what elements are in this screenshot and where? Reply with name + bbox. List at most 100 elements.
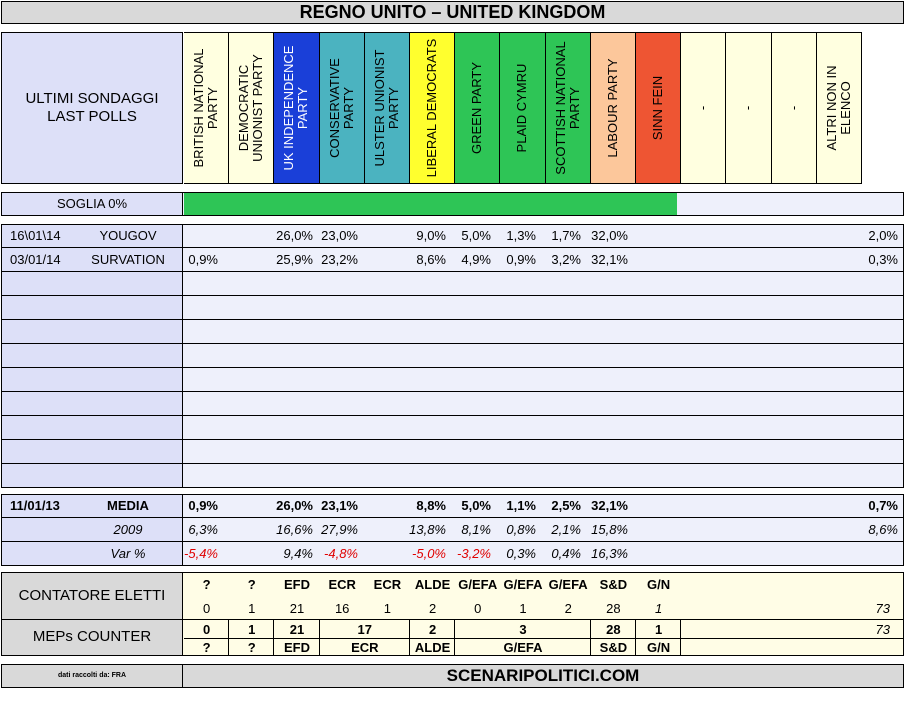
mep-group: EFD xyxy=(283,640,310,655)
elected-seats: 0 xyxy=(474,601,482,616)
mep-group: S&D xyxy=(599,640,628,655)
value-cell: 9,4% xyxy=(283,546,313,561)
value-cell: 0,9% xyxy=(506,252,536,267)
media-row-label-cell xyxy=(1,494,183,518)
threshold-bar xyxy=(184,193,677,215)
empty-poll-row-data-cell xyxy=(183,296,904,320)
party-header: SINN FEIN xyxy=(636,32,682,184)
mep-seats: 17 xyxy=(319,621,410,639)
party-name: PLAID CYMRU xyxy=(514,63,530,153)
elected-seats: 2 xyxy=(564,601,572,616)
empty-poll-row-data-cell xyxy=(183,416,904,440)
value-cell: 4,9% xyxy=(461,252,491,267)
elected-seats: 28 xyxy=(606,601,621,616)
party-name: BRITISH NATIONAL PARTY xyxy=(191,48,221,168)
party-header: ALTRI NON IN ELENCO xyxy=(816,32,862,184)
var-row-label-cell xyxy=(1,542,183,566)
value-cell: 27,9% xyxy=(321,522,358,537)
mep-group: G/N xyxy=(647,640,671,655)
poll-row-data-cell xyxy=(183,248,904,272)
elected-seats: 21 xyxy=(289,601,305,616)
mep-total: 73 xyxy=(875,622,890,637)
party-name: LIBERAL DEMOCRATS xyxy=(424,38,440,178)
party-name: SINN FEIN xyxy=(650,75,666,141)
poll-date: 03/01/14 xyxy=(10,252,61,267)
value-cell: -3,2% xyxy=(457,546,491,561)
elected-seats: 1 xyxy=(519,601,527,616)
value-cell: 2,1% xyxy=(551,522,581,537)
value-cell: 15,8% xyxy=(591,522,628,537)
elected-group: ALDE xyxy=(414,577,451,592)
poll-row-data-cell xyxy=(183,224,904,248)
value-cell: 5,0% xyxy=(461,228,491,243)
party-name: - xyxy=(695,105,711,111)
party-name: DEMOCRATIC UNIONIST PARTY xyxy=(236,54,266,162)
mep-seats: 1 xyxy=(229,621,275,639)
party-name: ULSTER UNIONIST PARTY xyxy=(371,49,401,167)
value-cell: 1,7% xyxy=(551,228,581,243)
empty-poll-row-data-cell xyxy=(183,320,904,344)
empty-poll-row-label-cell xyxy=(1,368,183,392)
value-cell: 0,4% xyxy=(551,546,581,561)
value-cell: -5,0% xyxy=(412,546,446,561)
polls-header-label: ULTIMI SONDAGGI LAST POLLS xyxy=(1,32,183,184)
party-name: LABOUR PARTY xyxy=(604,58,620,158)
mep-seats: 2 xyxy=(410,621,456,639)
elected-counter-label: CONTATORE ELETTI xyxy=(1,572,183,620)
poll-institute: YOUGOV xyxy=(99,228,157,243)
party-header: UK INDEPENDENCE PARTY xyxy=(274,32,320,184)
value-cell: 5,0% xyxy=(461,498,491,513)
elected-group: EFD xyxy=(283,577,310,592)
elected-group: ? xyxy=(247,577,256,592)
party-header: - xyxy=(726,32,772,184)
empty-poll-row-data-cell xyxy=(183,392,904,416)
value-cell: 0,7% xyxy=(868,498,898,513)
elected-group: S&D xyxy=(599,577,628,592)
elected-seats: 2 xyxy=(428,601,437,616)
mep-seats: 1 xyxy=(636,621,682,639)
value-cell: 32,1% xyxy=(591,498,628,513)
elected-group: G/EFA xyxy=(458,577,498,592)
poll-date: 16\01\14 xyxy=(10,228,61,243)
elected-seats: 16 xyxy=(334,601,350,616)
elected-group: ? xyxy=(202,577,211,592)
elected-group: G/EFA xyxy=(548,577,588,592)
value-cell: 0,9% xyxy=(188,498,218,513)
party-header: GREEN PARTY xyxy=(455,32,501,184)
value-cell: -5,4% xyxy=(184,546,218,561)
elected-group: ECR xyxy=(373,577,402,592)
mep-seats: 3 xyxy=(455,621,591,639)
year-2009-label: 2009 xyxy=(113,522,143,537)
value-cell: 2,5% xyxy=(551,498,581,513)
mep-seats: 28 xyxy=(590,621,636,639)
party-header: BRITISH NATIONAL PARTY xyxy=(184,32,230,184)
party-header: LIBERAL DEMOCRATS xyxy=(410,32,456,184)
media-label: MEDIA xyxy=(107,498,149,513)
value-cell: 13,8% xyxy=(409,522,446,537)
footer-site: SCENARIPOLITICI.COM xyxy=(183,664,904,688)
media-date: 11/01/13 xyxy=(10,498,60,513)
party-name: - xyxy=(740,105,756,111)
elected-group: ECR xyxy=(328,577,356,592)
party-header: - xyxy=(681,32,727,184)
value-cell: 0,3% xyxy=(506,546,536,561)
empty-poll-row-data-cell xyxy=(183,464,904,488)
value-cell: 8,6% xyxy=(868,522,898,537)
mep-group: ? xyxy=(202,640,211,655)
value-cell: 25,9% xyxy=(276,252,313,267)
elected-counter-area xyxy=(183,572,904,620)
value-cell: 16,3% xyxy=(591,546,628,561)
value-cell: 0,9% xyxy=(188,252,218,267)
value-cell: -4,8% xyxy=(324,546,358,561)
poll-institute: SURVATION xyxy=(91,252,165,267)
empty-poll-row-data-cell xyxy=(183,272,904,296)
elected-seats: 1 xyxy=(383,601,391,616)
empty-poll-row-label-cell xyxy=(1,392,183,416)
party-name: CONSERVATIVE PARTY xyxy=(326,58,356,158)
year-2009-row-data-cell xyxy=(183,518,904,542)
header-label-line2: LAST POLLS xyxy=(47,108,137,125)
poll-row-label-cell xyxy=(1,248,183,272)
mep-seats: 21 xyxy=(274,621,320,639)
party-header: ULSTER UNIONIST PARTY xyxy=(364,32,410,184)
value-cell: 26,0% xyxy=(276,228,313,243)
